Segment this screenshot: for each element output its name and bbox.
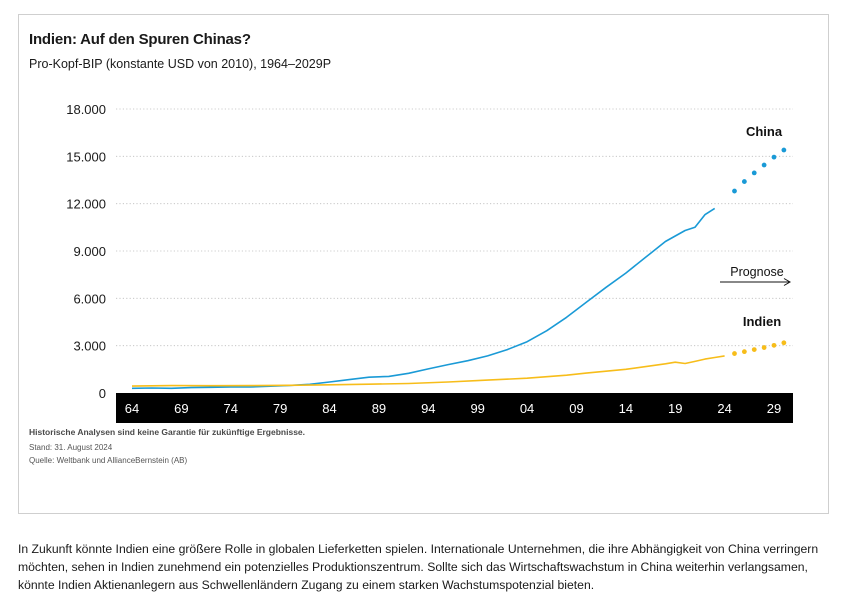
y-tick-label: 0	[99, 386, 106, 401]
forecast-arrow-head	[783, 278, 791, 286]
x-tick-label: 24	[717, 401, 731, 416]
series-label-china: China	[746, 124, 783, 139]
forecast-point	[761, 345, 767, 350]
chart-frame	[18, 14, 829, 514]
x-tick-label: 14	[619, 401, 633, 416]
x-tick-label: 19	[668, 401, 682, 416]
chart-title: Indien: Auf den Spuren Chinas?	[29, 31, 251, 48]
forecast-point	[741, 179, 747, 184]
forecast-point	[781, 340, 787, 346]
x-tick-label: 74	[224, 401, 238, 416]
y-tick-label: 9.000	[73, 244, 106, 259]
forecast-point	[761, 162, 767, 168]
caption-text: In Zukunft könnte Indien eine größere Ro…	[18, 542, 819, 592]
x-tick-label: 94	[421, 401, 435, 416]
series-line-indien	[131, 355, 725, 387]
forecast-point	[732, 188, 737, 194]
disclaimer-note: Historische Analysen sind keine Garantie…	[29, 427, 306, 437]
x-tick-label: 79	[273, 401, 287, 416]
chart-canvas: 0 3.000 6.000 9.000 12.000 15.000 18.000 64 69 74…	[66, 102, 793, 423]
y-tick-label: 18.000	[66, 102, 106, 117]
series-label-indien: Indien	[743, 314, 781, 329]
source-note: Quelle: Weltbank und AllianceBernstein (…	[29, 456, 188, 465]
forecast-label: Prognose	[730, 265, 784, 279]
x-tick-label: 84	[322, 401, 336, 416]
x-tick-label: 64	[125, 401, 139, 416]
chart-subtitle: Pro-Kopf-BIP (konstante USD von 2010), 1…	[29, 57, 332, 71]
x-tick-label: 99	[470, 401, 484, 416]
forecast-point	[771, 342, 777, 348]
x-tick-label: 89	[372, 401, 386, 416]
y-tick-label: 12.000	[66, 197, 106, 212]
y-tick-label: 3.000	[73, 339, 106, 354]
x-axis-band	[116, 393, 793, 423]
forecast-point	[741, 349, 747, 355]
x-tick-label: 04	[520, 401, 534, 416]
forecast-point	[771, 154, 777, 160]
x-tick-label: 29	[767, 401, 781, 416]
forecast-point	[751, 170, 757, 176]
forecast-point	[732, 351, 737, 356]
series-line-china	[131, 207, 716, 390]
y-tick-label: 15.000	[66, 149, 106, 164]
x-tick-label: 09	[569, 401, 583, 416]
x-tick-label: 69	[174, 401, 188, 416]
date-note: Stand: 31. August 2024	[29, 443, 113, 452]
forecast-point	[781, 147, 787, 153]
forecast-point	[751, 347, 757, 353]
y-tick-label: 6.000	[73, 291, 106, 306]
